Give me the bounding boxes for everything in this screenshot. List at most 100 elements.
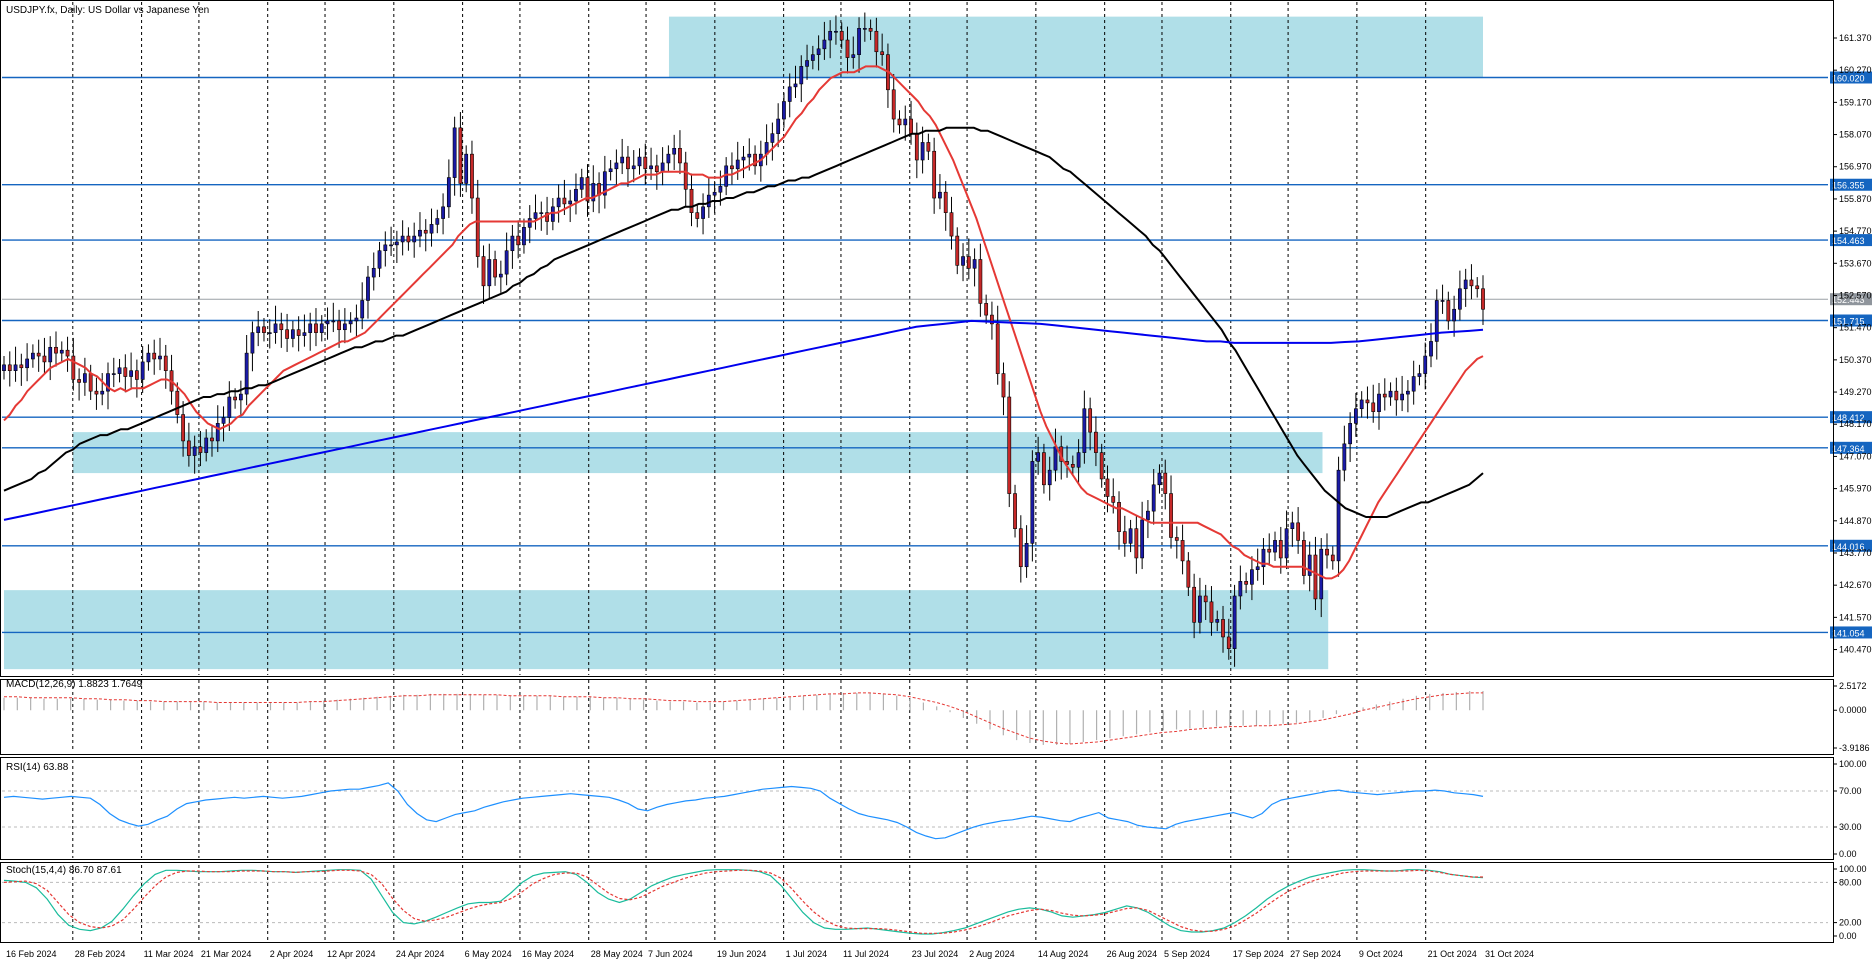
candle-body bbox=[1273, 540, 1277, 553]
candle-body bbox=[753, 153, 757, 167]
macd-label: MACD(12,26,9) 1.8823 1.7649 bbox=[6, 679, 143, 690]
y-tick-label: 142.670 bbox=[1839, 580, 1872, 590]
candle-body bbox=[470, 153, 474, 199]
y-tick-label: 143.770 bbox=[1839, 548, 1872, 558]
candle-body bbox=[360, 300, 365, 319]
level-tag bbox=[1830, 314, 1872, 327]
y-tick-label: 155.870 bbox=[1839, 194, 1872, 204]
macd-y-tick-label: 2.5172 bbox=[1839, 681, 1867, 691]
x-tick-label: 1 Jul 2024 bbox=[786, 949, 828, 959]
candle-body bbox=[522, 227, 526, 246]
candle-body bbox=[1463, 279, 1468, 290]
candle-body bbox=[585, 177, 590, 202]
candle-body bbox=[1001, 373, 1006, 398]
y-tick-label: 150.370 bbox=[1839, 355, 1872, 365]
candle-body bbox=[1429, 341, 1433, 357]
candle-body bbox=[712, 191, 717, 196]
x-tick-label: 21 Mar 2024 bbox=[201, 949, 252, 959]
candle-body bbox=[244, 352, 249, 395]
candle-body bbox=[140, 361, 145, 380]
stoch-y-tick-label: 20.00 bbox=[1839, 918, 1862, 928]
candle-body bbox=[1394, 390, 1399, 401]
candle-body bbox=[1013, 493, 1017, 529]
candle-body bbox=[354, 317, 359, 322]
candle-body bbox=[1377, 393, 1381, 412]
y-tick-label: 149.270 bbox=[1839, 387, 1872, 397]
candle-body bbox=[880, 51, 885, 55]
candle-body bbox=[394, 241, 399, 246]
candle-body bbox=[175, 390, 180, 415]
candle-body bbox=[302, 332, 307, 336]
candle-body bbox=[475, 197, 480, 257]
candle-body bbox=[810, 54, 815, 61]
candle-body bbox=[1284, 528, 1289, 559]
candle-body bbox=[926, 142, 931, 152]
candle-body bbox=[210, 437, 214, 442]
candle-body bbox=[163, 355, 168, 371]
rsi-label: RSI(14) 63.88 bbox=[6, 762, 69, 773]
candle-body bbox=[1307, 554, 1312, 576]
x-tick-label: 23 Jul 2024 bbox=[912, 949, 959, 959]
x-tick-label: 16 Feb 2024 bbox=[6, 949, 57, 959]
candle-body bbox=[614, 162, 619, 170]
candle-body bbox=[932, 150, 937, 199]
x-tick-label: 5 Sep 2024 bbox=[1164, 949, 1210, 959]
level-tag-text: 160.020 bbox=[1832, 73, 1865, 83]
rsi-y-tick-label: 70.00 bbox=[1839, 786, 1862, 796]
candle-body bbox=[337, 320, 341, 331]
candle-body bbox=[2, 364, 6, 371]
candle-body bbox=[1296, 522, 1301, 541]
candle-body bbox=[1007, 396, 1012, 494]
candle-body bbox=[701, 206, 705, 219]
x-tick-label: 6 May 2024 bbox=[465, 949, 512, 959]
candle-body bbox=[1313, 554, 1318, 600]
candle-body bbox=[1302, 540, 1306, 576]
candle-body bbox=[1267, 548, 1272, 553]
candle-body bbox=[204, 437, 209, 453]
candle-body bbox=[1255, 566, 1260, 570]
candle-body bbox=[579, 177, 584, 190]
x-tick-label: 21 Oct 2024 bbox=[1428, 949, 1477, 959]
candle-body bbox=[1359, 399, 1364, 410]
candle-body bbox=[527, 218, 532, 228]
candle-body bbox=[649, 165, 653, 170]
candle-body bbox=[1330, 554, 1335, 562]
y-tick-label: 156.970 bbox=[1839, 162, 1872, 172]
stoch-pane-frame bbox=[0, 862, 1834, 943]
candle-body bbox=[1198, 595, 1202, 623]
candle-body bbox=[1440, 300, 1445, 302]
candle-body bbox=[371, 267, 376, 278]
y-tick-label: 145.970 bbox=[1839, 484, 1872, 494]
candle-body bbox=[1458, 288, 1462, 310]
candle-body bbox=[839, 30, 844, 41]
current-price-text: 152.443 bbox=[1832, 295, 1865, 305]
y-tick-label: 141.570 bbox=[1839, 612, 1872, 622]
candle-body bbox=[325, 320, 330, 325]
candle-body bbox=[1018, 528, 1023, 568]
candle-body bbox=[770, 133, 775, 143]
candle-body bbox=[1203, 595, 1208, 603]
candle-body bbox=[1157, 472, 1162, 486]
support-resistance-zone bbox=[4, 590, 1329, 670]
x-tick-label: 12 Apr 2024 bbox=[327, 949, 376, 959]
candle-body bbox=[30, 352, 35, 360]
candle-body bbox=[192, 446, 197, 456]
candle-body bbox=[1088, 408, 1093, 433]
candle-body bbox=[198, 446, 203, 453]
x-tick-label: 28 May 2024 bbox=[591, 949, 643, 959]
level-tag bbox=[1830, 441, 1872, 454]
candle-body bbox=[1094, 431, 1098, 453]
candle-body bbox=[1290, 522, 1295, 529]
macd-pane-frame bbox=[0, 679, 1834, 755]
candle-body bbox=[1434, 300, 1439, 342]
candle-body bbox=[602, 171, 607, 196]
main-pane-frame bbox=[0, 0, 1834, 677]
candle-body bbox=[458, 127, 463, 184]
y-tick-label: 148.170 bbox=[1839, 419, 1872, 429]
candle-body bbox=[1174, 537, 1179, 541]
x-tick-label: 14 Aug 2024 bbox=[1038, 949, 1089, 959]
level-tag bbox=[1830, 411, 1872, 424]
candle-body bbox=[660, 162, 665, 173]
candle-body bbox=[464, 153, 469, 184]
level-tag bbox=[1830, 539, 1872, 552]
